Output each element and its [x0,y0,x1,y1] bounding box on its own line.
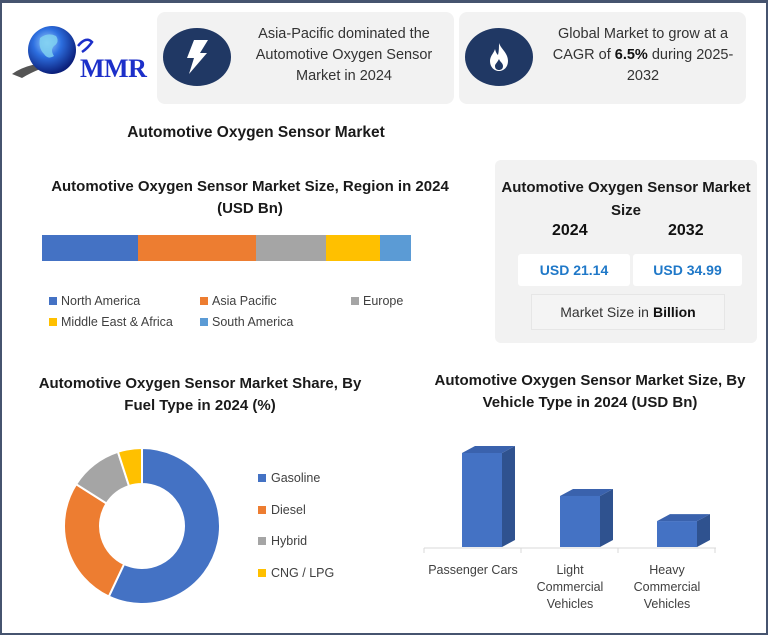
bar-segment-asia-pacific [137,235,257,261]
legend-label: CNG / LPG [271,565,335,580]
cagr-value: 6.5% [614,47,648,63]
highlight-text-region: Asia-Pacific dominated the Automotive Ox… [255,26,433,84]
column-heavy-commercial-vehicles [657,514,710,547]
flame-icon [490,43,508,71]
donut-slice-diesel [63,482,126,598]
legend-item-south-america: South America [200,315,293,329]
column-light-commercial-vehicles [560,488,613,547]
bar-segment-south-america [379,235,411,261]
legend-label: South America [212,315,294,329]
page-title: Automotive Oxygen Sensor Market [127,124,385,141]
x-axis-label-light-commercial-vehicles: Light Commercial Vehicles [536,563,604,611]
column-passenger-cars [462,446,515,547]
lightning-badge [163,28,231,86]
market-value-2032: USD 34.99 [633,254,742,286]
mmr-logo: MMR [8,24,150,86]
legend-swatch [49,318,57,326]
market-size-panel: Automotive Oxygen Sensor Market Size 202… [495,160,757,343]
legend-item-hybrid: Hybrid [258,534,307,548]
donut-slice-gasoline [107,446,221,605]
donut-slice-cng-lpg [116,446,143,488]
legend-swatch [200,297,208,305]
legend-label: Diesel [271,502,306,517]
legend-label: North America [61,294,141,308]
legend-swatch [200,318,208,326]
legend-swatch [351,297,359,305]
legend-label: Europe [363,294,404,308]
fuel-donut-chart [63,446,221,605]
globe-icon [12,26,94,78]
bar-segment-europe [256,235,326,261]
market-value-2024: USD 21.14 [518,254,630,286]
x-axis-label-passenger-cars: Passenger Cars [428,563,518,577]
legend-item-north-america: North America [49,294,140,308]
region-chart-title: Automotive Oxygen Sensor Market Size, Re… [51,178,449,217]
legend-swatch [258,537,266,545]
legend-item-europe: Europe [351,294,403,308]
vehicle-chart-title: Automotive Oxygen Sensor Market Size, By… [434,372,746,411]
bar-segment-middle-east-africa [325,235,380,261]
legend-swatch [258,568,266,577]
x-axis-label-heavy-commercial-vehicles: Heavy Commercial Vehicles [633,563,701,611]
legend-label: Middle East & Africa [61,315,173,329]
market-size-unit: Market Size in Billion [531,294,725,330]
year-2032-label: 2032 [668,222,704,239]
legend-item-asia-pacific: Asia Pacific [200,294,277,308]
highlight-card-cagr: Global Market to grow at a CAGR of 6.5% … [459,12,746,104]
vehicle-column-chart [423,446,716,553]
legend-item-gasoline: Gasoline [258,471,320,485]
region-stacked-bar [42,235,411,261]
legend-item-middle-east-africa: Middle East & Africa [49,315,173,329]
logo-text: MMR [80,54,147,83]
legend-label: Asia Pacific [212,294,277,308]
legend-swatch [258,474,266,482]
legend-label: Hybrid [271,534,308,548]
bar-segment-north-america [42,235,138,261]
fuel-chart-title: Automotive Oxygen Sensor Market Share, B… [38,375,362,414]
legend-item-diesel: Diesel [258,503,306,517]
highlight-text-cagr: Global Market to grow at a CAGR of 6.5% … [552,26,734,84]
legend-item-cng-lpg: CNG / LPG [258,566,334,580]
lightning-icon [187,40,208,74]
legend-label: Gasoline [271,471,321,485]
market-size-title: Automotive Oxygen Sensor Market Size [501,179,751,219]
year-2024-label: 2024 [552,222,588,239]
legend-swatch [258,505,266,514]
highlight-card-region: Asia-Pacific dominated the Automotive Ox… [157,12,454,104]
legend-swatch [49,297,57,305]
flame-badge [465,28,533,86]
